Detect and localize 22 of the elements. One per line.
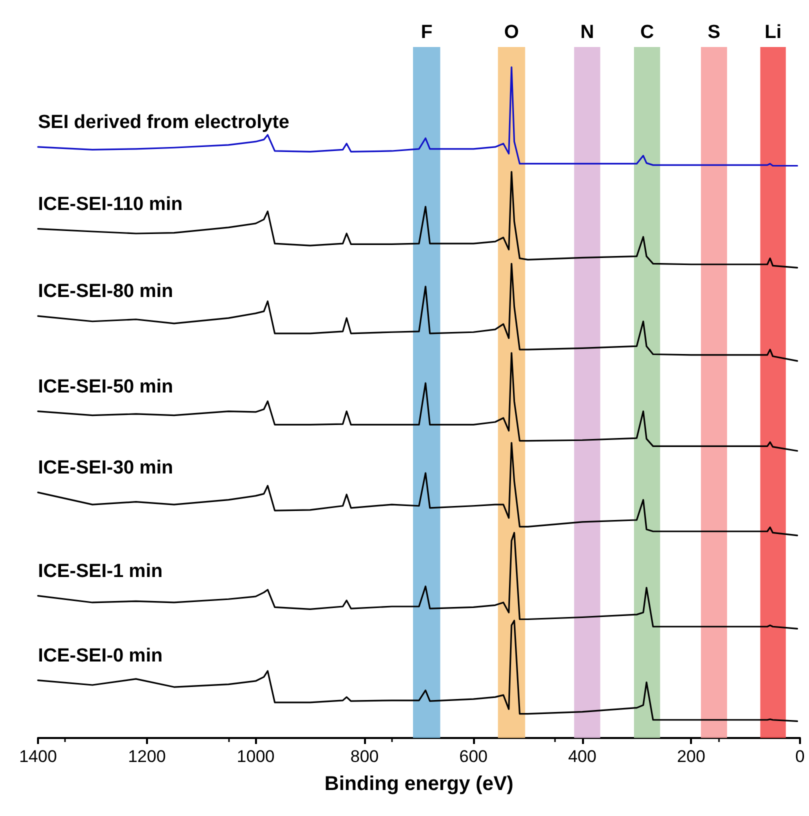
series-label: ICE-SEI-30 min	[38, 457, 174, 478]
band-label: N	[580, 22, 594, 43]
series-label: ICE-SEI-0 min	[38, 645, 163, 666]
series-label: ICE-SEI-50 min	[38, 376, 174, 398]
x-tick-label: 1000	[236, 747, 275, 766]
x-tick-label: 800	[350, 747, 379, 766]
x-tick-label: 1400	[19, 747, 57, 766]
band-label: S	[708, 22, 720, 43]
series-label: ICE-SEI-80 min	[38, 281, 174, 302]
x-tick-label: 1200	[128, 747, 166, 766]
series-label: ICE-SEI-110 min	[38, 194, 183, 215]
band-label: O	[504, 22, 519, 43]
series-label: ICE-SEI-1 min	[38, 560, 163, 582]
band-label: F	[420, 22, 432, 43]
x-axis-title: Binding energy (eV)	[324, 773, 514, 795]
x-tick-label: 600	[459, 747, 488, 766]
band-label: Li	[764, 22, 782, 43]
x-tick-label: 400	[568, 747, 596, 766]
series-label: SEI derived from electrolyte	[38, 112, 290, 133]
band-label: C	[640, 22, 654, 43]
x-tick-label: 200	[676, 747, 706, 766]
x-tick-label: 0	[795, 747, 805, 766]
